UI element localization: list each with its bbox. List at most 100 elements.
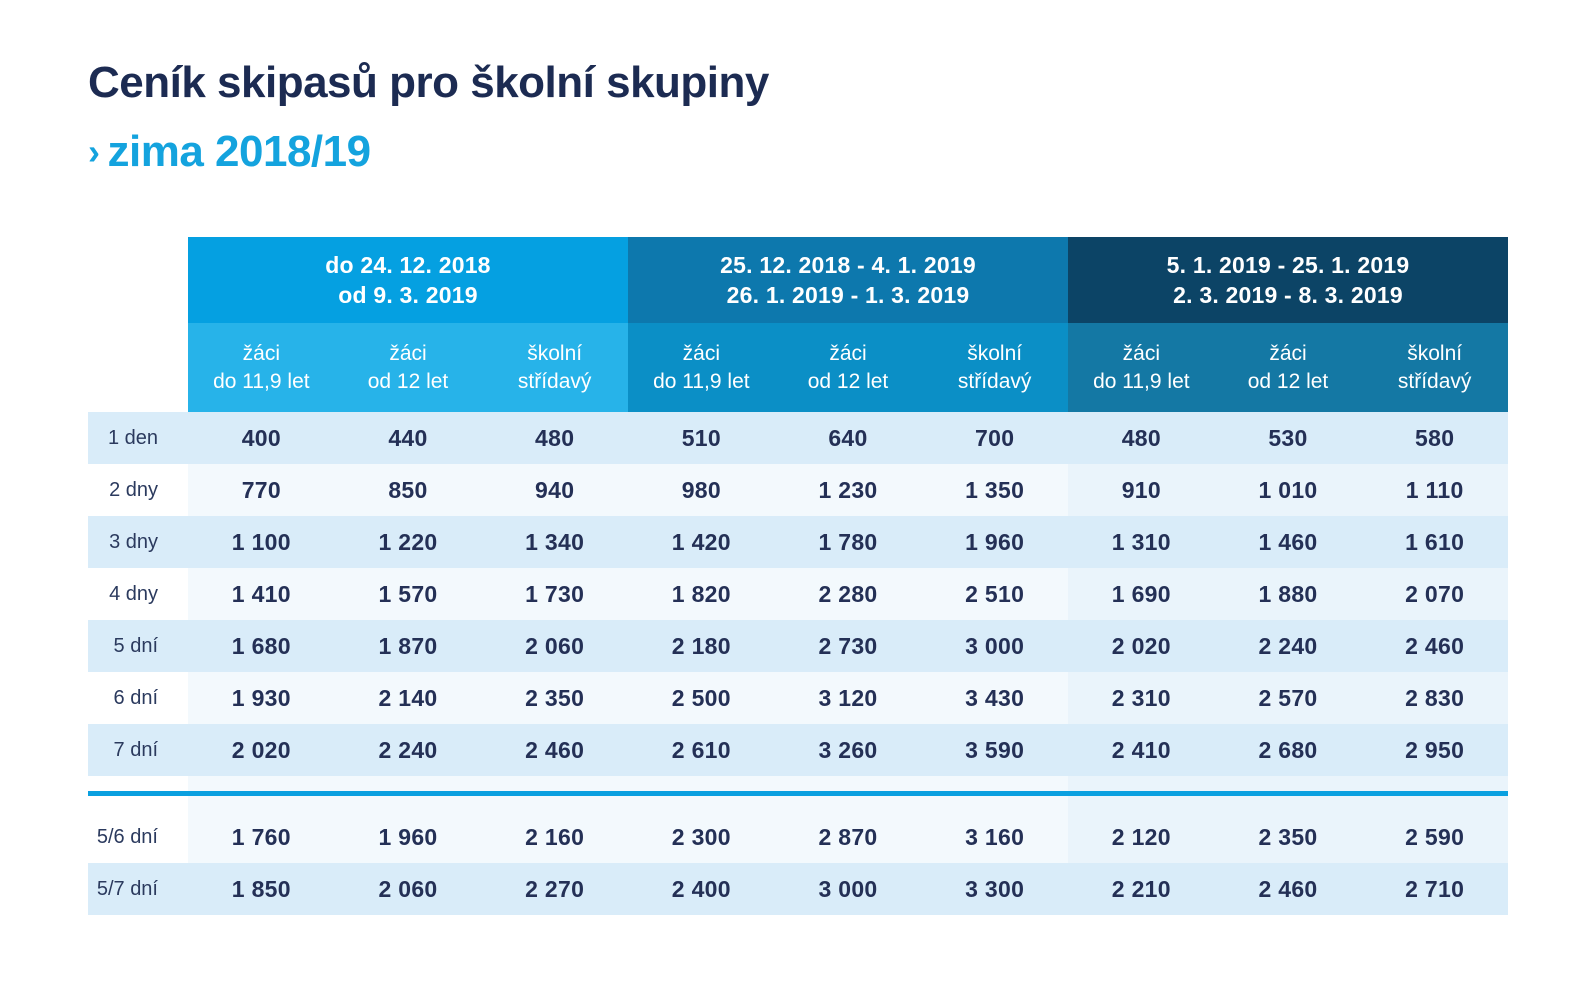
price-cell: 1 340 (481, 516, 628, 568)
price-rows-main: 1 den 400 440 480 510 640 700 480 530 580 2 dny 770… (88, 412, 1508, 776)
table-row: 6 dní 1 930 2 140 2 350 2 500 3 120 3 430 2 310… (88, 672, 1508, 724)
price-cell: 2 400 (628, 863, 775, 915)
subcolumn-line2: od 12 let (807, 369, 889, 393)
price-cell: 2 270 (481, 863, 628, 915)
price-cell: 1 410 (188, 568, 335, 620)
price-cell: 640 (774, 412, 922, 464)
season-dates-line1: 5. 1. 2019 - 25. 1. 2019 (1166, 252, 1410, 278)
price-cell: 2 730 (774, 620, 922, 672)
price-cell: 940 (481, 464, 628, 516)
subcolumn-header: školní střídavý (1361, 323, 1508, 412)
row-label: 1 den (88, 412, 188, 464)
season-dates-line2: od 9. 3. 2019 (338, 282, 478, 308)
page-subtitle: › zima 2018/19 (88, 126, 371, 178)
price-cell: 2 830 (1361, 672, 1508, 724)
skipass-price-table: do 24. 12. 2018 od 9. 3. 2019 25. 12. 20… (88, 237, 1508, 915)
price-cell: 3 300 (921, 863, 1068, 915)
subcolumn-line1: žáci (389, 341, 427, 365)
corner-cell (88, 776, 188, 791)
subcolumn-line2: do 11,9 let (213, 369, 310, 393)
row-label: 3 dny (88, 516, 188, 568)
table-row: 5 dní 1 680 1 870 2 060 2 180 2 730 3 000 2 020… (88, 620, 1508, 672)
price-cell: 1 220 (334, 516, 482, 568)
price-cell: 1 870 (334, 620, 482, 672)
spacer-strip (188, 796, 1068, 811)
price-cell: 980 (628, 464, 775, 516)
table-row: 3 dny 1 100 1 220 1 340 1 420 1 780 1 960 1 310… (88, 516, 1508, 568)
price-cell: 1 930 (188, 672, 335, 724)
price-cell: 1 460 (1214, 516, 1362, 568)
price-cell: 2 240 (334, 724, 482, 776)
price-cell: 440 (334, 412, 482, 464)
price-cell: 1 100 (188, 516, 335, 568)
price-cell: 2 870 (774, 811, 922, 863)
price-cell: 3 000 (774, 863, 922, 915)
price-cell: 2 060 (334, 863, 482, 915)
price-cell: 2 680 (1214, 724, 1362, 776)
row-label: 2 dny (88, 464, 188, 516)
price-cell: 1 820 (628, 568, 775, 620)
price-cell: 580 (1361, 412, 1508, 464)
price-cell: 1 310 (1068, 516, 1215, 568)
price-cell: 1 680 (188, 620, 335, 672)
price-cell: 770 (188, 464, 335, 516)
price-cell: 3 590 (921, 724, 1068, 776)
price-cell: 1 420 (628, 516, 775, 568)
price-cell: 3 160 (921, 811, 1068, 863)
price-cell: 1 610 (1361, 516, 1508, 568)
price-cell: 3 000 (921, 620, 1068, 672)
price-cell: 2 280 (774, 568, 922, 620)
table-row: 5/7 dní 1 850 2 060 2 270 2 400 3 000 3 300 2 2… (88, 863, 1508, 915)
season-dates-line2: 26. 1. 2019 - 1. 3. 2019 (726, 282, 970, 308)
price-cell: 530 (1214, 412, 1362, 464)
subcolumn-line2: do 11,9 let (653, 369, 750, 393)
price-cell: 1 690 (1068, 568, 1215, 620)
subcolumn-line2: od 12 let (1247, 369, 1329, 393)
spacer-strip (1068, 776, 1508, 791)
subcolumn-line2: od 12 let (367, 369, 449, 393)
price-cell: 2 460 (1214, 863, 1362, 915)
season-header-2: 25. 12. 2018 - 4. 1. 2019 26. 1. 2019 - … (628, 237, 1068, 323)
price-cell: 2 020 (1068, 620, 1215, 672)
season-dates-line1: 25. 12. 2018 - 4. 1. 2019 (720, 252, 976, 278)
subcolumn-line1: školní (967, 341, 1023, 365)
price-cell: 1 730 (481, 568, 628, 620)
season-label: zima 2018/19 (107, 127, 372, 176)
price-cell: 1 960 (334, 811, 482, 863)
table-row: 1 den 400 440 480 510 640 700 480 530 580 (88, 412, 1508, 464)
price-cell: 2 610 (628, 724, 775, 776)
row-label: 4 dny (88, 568, 188, 620)
price-cell: 2 350 (1214, 811, 1362, 863)
price-cell: 2 570 (1214, 672, 1362, 724)
price-cell: 2 500 (628, 672, 775, 724)
price-cell: 3 260 (774, 724, 922, 776)
price-cell: 2 070 (1361, 568, 1508, 620)
price-cell: 2 160 (481, 811, 628, 863)
subcolumn-header: školní střídavý (481, 323, 628, 412)
price-cell: 2 210 (1068, 863, 1215, 915)
price-cell: 700 (921, 412, 1068, 464)
season-header-row: do 24. 12. 2018 od 9. 3. 2019 25. 12. 20… (88, 237, 1508, 323)
table-row: 2 dny 770 850 940 980 1 230 1 350 910 1 010 1 110 (88, 464, 1508, 516)
table-spacer (88, 796, 1508, 811)
price-cell: 910 (1068, 464, 1215, 516)
subcolumn-line1: žáci (1269, 341, 1307, 365)
subcolumn-header: žáci do 11,9 let (1068, 323, 1215, 412)
price-cell: 1 570 (334, 568, 482, 620)
subcolumn-line1: školní (527, 341, 583, 365)
price-cell: 1 350 (921, 464, 1068, 516)
price-cell: 2 240 (1214, 620, 1362, 672)
table-row: 4 dny 1 410 1 570 1 730 1 820 2 280 2 510 1 690… (88, 568, 1508, 620)
table-row: 7 dní 2 020 2 240 2 460 2 610 3 260 3 590 2 410… (88, 724, 1508, 776)
price-cell: 510 (628, 412, 775, 464)
season-dates-line1: do 24. 12. 2018 (325, 252, 491, 278)
corner-cell (88, 796, 188, 811)
corner-cell (88, 323, 188, 412)
table-row: 5/6 dní 1 760 1 960 2 160 2 300 2 870 3 160 2 1… (88, 811, 1508, 863)
subcolumn-header: žáci od 12 let (774, 323, 922, 412)
section-divider-line (88, 791, 1508, 796)
season-header-3: 5. 1. 2019 - 25. 1. 2019 2. 3. 2019 - 8.… (1068, 237, 1508, 323)
price-cell: 1 960 (921, 516, 1068, 568)
spacer-strip (188, 776, 1068, 791)
